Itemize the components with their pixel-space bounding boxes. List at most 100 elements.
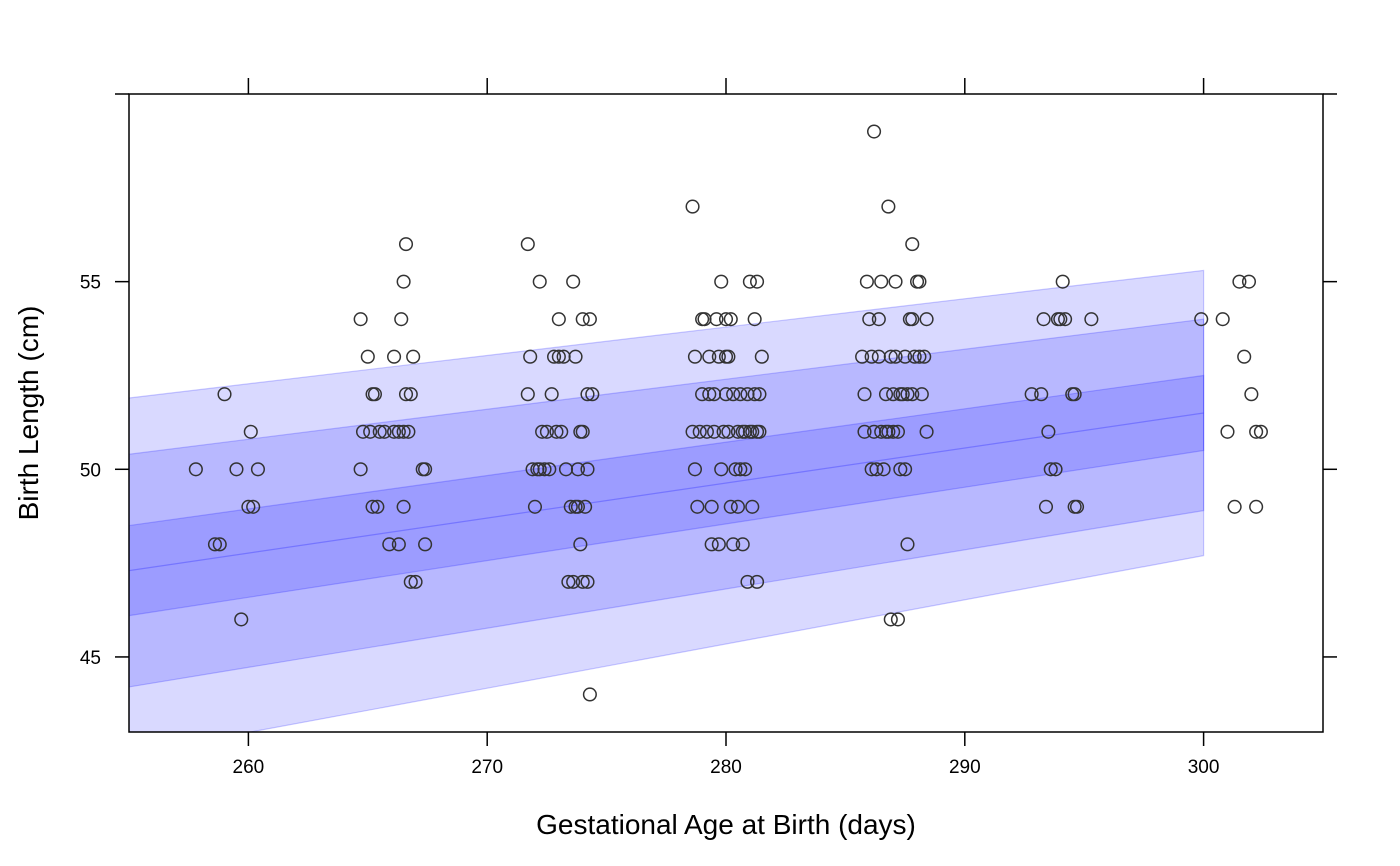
- data-point: [575, 424, 590, 439]
- data-point: [905, 387, 920, 402]
- data-point: [871, 312, 886, 327]
- data-point: [212, 537, 227, 552]
- data-point: [707, 424, 722, 439]
- data-point: [241, 499, 256, 514]
- y-tick-label: 45: [80, 648, 101, 669]
- data-point: [1036, 312, 1051, 327]
- data-point: [754, 349, 769, 364]
- data-point: [544, 387, 559, 402]
- data-point: [728, 462, 743, 477]
- data-point: [900, 387, 915, 402]
- centile-band-3: [129, 374, 1205, 617]
- centile-bands: [129, 269, 1205, 732]
- data-point: [250, 462, 266, 477]
- axes: 260 270 280 290 300 45 50 55: [80, 78, 1337, 778]
- y-axis-title: Birth Length (cm): [13, 306, 44, 521]
- data-point: [566, 274, 581, 289]
- data-point: [1227, 499, 1242, 514]
- data-point: [401, 424, 416, 439]
- data-point: [1038, 499, 1054, 514]
- data-point: [888, 274, 903, 289]
- data-point: [914, 387, 929, 402]
- data-point: [1084, 312, 1099, 327]
- data-point: [418, 537, 433, 552]
- data-point: [520, 237, 535, 252]
- data-point: [561, 574, 576, 589]
- data-point: [726, 387, 741, 402]
- data-point: [578, 499, 593, 514]
- data-point: [917, 349, 932, 364]
- data-point: [733, 462, 748, 477]
- data-point: [742, 274, 757, 289]
- data-point: [730, 499, 745, 514]
- data-points: [188, 124, 1268, 702]
- data-point: [1241, 274, 1257, 289]
- data-point: [749, 574, 765, 589]
- data-point: [243, 424, 258, 439]
- x-tick-label: 270: [471, 757, 503, 778]
- data-point: [905, 237, 920, 252]
- data-point: [582, 687, 597, 702]
- data-point: [1253, 424, 1268, 439]
- data-point: [907, 349, 922, 364]
- data-point: [718, 312, 734, 327]
- data-point: [353, 312, 368, 327]
- data-point: [582, 312, 597, 327]
- data-point: [704, 499, 719, 514]
- data-point: [1069, 499, 1085, 514]
- data-point: [418, 462, 433, 477]
- data-point: [745, 499, 760, 514]
- data-point: [857, 387, 872, 402]
- data-point: [714, 274, 729, 289]
- data-point: [391, 424, 406, 439]
- data-point: [396, 424, 411, 439]
- data-point: [740, 574, 755, 589]
- data-point: [869, 462, 884, 477]
- data-point: [749, 274, 765, 289]
- data-point: [566, 574, 581, 589]
- data-point: [919, 312, 934, 327]
- data-point: [365, 499, 380, 514]
- data-point: [403, 574, 418, 589]
- data-point: [905, 312, 920, 327]
- data-point: [752, 424, 767, 439]
- data-point: [1024, 387, 1039, 402]
- data-point: [747, 387, 762, 402]
- data-point: [1053, 312, 1068, 327]
- data-point: [532, 274, 547, 289]
- data-point: [1249, 424, 1264, 439]
- y-tick-label: 50: [80, 460, 101, 481]
- data-point: [900, 537, 915, 552]
- data-point: [895, 387, 910, 402]
- data-point: [862, 312, 877, 327]
- data-point: [1194, 312, 1209, 327]
- data-point: [377, 424, 392, 439]
- data-point: [709, 312, 724, 327]
- data-point: [718, 387, 734, 402]
- data-point: [1244, 387, 1259, 402]
- data-point: [367, 387, 383, 402]
- data-point: [563, 499, 578, 514]
- data-point: [537, 462, 552, 477]
- data-point: [391, 537, 406, 552]
- data-point: [403, 387, 418, 402]
- data-point: [542, 462, 557, 477]
- data-point: [547, 349, 562, 364]
- data-point: [721, 349, 736, 364]
- data-point: [580, 574, 595, 589]
- y-tick-label: 55: [80, 273, 101, 294]
- data-point: [711, 537, 726, 552]
- data-point: [859, 274, 874, 289]
- data-point: [554, 424, 569, 439]
- data-point: [396, 499, 411, 514]
- data-point: [747, 312, 762, 327]
- data-point: [881, 199, 896, 214]
- data-point: [702, 349, 717, 364]
- data-point: [716, 424, 731, 439]
- data-point: [888, 349, 903, 364]
- data-point: [893, 462, 908, 477]
- data-point: [551, 349, 566, 364]
- data-point: [532, 462, 547, 477]
- data-point: [726, 537, 741, 552]
- data-point: [886, 424, 901, 439]
